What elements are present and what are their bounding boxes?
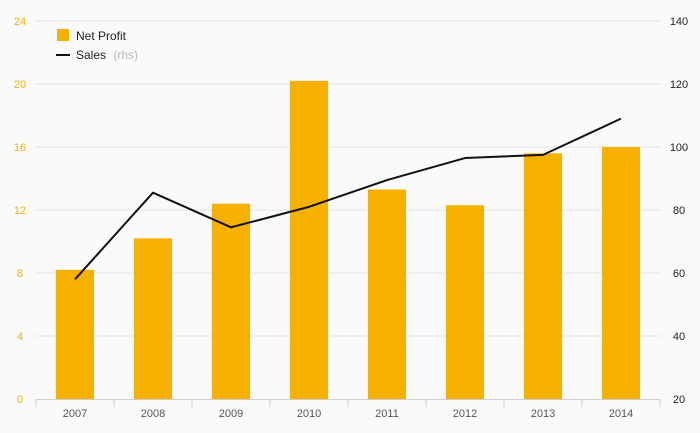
bar — [290, 80, 328, 399]
legend-label-net-profit: Net Profit — [76, 29, 127, 43]
x-tick-label: 2014 — [609, 408, 633, 420]
x-tick-label: 2008 — [141, 408, 165, 420]
y-left-tick-label: 12 — [14, 205, 26, 217]
bar — [602, 147, 640, 399]
y-right-tick-label: 20 — [673, 394, 685, 406]
y-left-tick-label: 4 — [17, 331, 23, 343]
y-left-tick-label: 20 — [14, 79, 26, 91]
axes: 0 4 8 12 16 20 24 20 40 60 80 100 120 140 2007 2008 2009… — [14, 16, 688, 420]
bar — [446, 205, 484, 399]
y-right-tick-label: 60 — [673, 268, 685, 280]
bar — [368, 189, 406, 399]
legend-swatch-net-profit — [57, 29, 69, 41]
bar — [134, 238, 172, 399]
x-tick-label: 2013 — [531, 408, 555, 420]
y-right-tick-label: 80 — [673, 205, 685, 217]
x-tick-label: 2012 — [453, 408, 477, 420]
y-left-tick-label: 16 — [14, 142, 26, 154]
y-right-tick-label: 120 — [670, 79, 688, 91]
grid-lines — [36, 20, 660, 337]
y-left-tick-label: 24 — [14, 16, 26, 28]
bar — [56, 269, 94, 399]
y-right-tick-label: 100 — [670, 142, 688, 154]
legend-label-sales-suffix: (rhs) — [113, 48, 138, 62]
y-right-tick-label: 140 — [670, 16, 688, 28]
y-left-tick-label: 8 — [17, 268, 23, 280]
sales-line — [74, 117, 622, 280]
legend: Net Profit Sales (rhs) — [56, 29, 138, 62]
legend-label-sales: Sales (rhs) — [76, 48, 138, 62]
line-series-sales — [74, 117, 622, 280]
x-tick-label: 2010 — [297, 408, 321, 420]
bar — [212, 203, 250, 399]
x-tick-label: 2007 — [63, 408, 87, 420]
legend-label-sales-name: Sales — [76, 48, 106, 62]
bar — [524, 153, 562, 399]
y-left-tick-label: 0 — [17, 394, 23, 406]
bar-series-net-profit — [56, 80, 640, 399]
x-tick-label: 2009 — [219, 408, 243, 420]
x-tick-label: 2011 — [375, 408, 399, 420]
y-right-tick-label: 40 — [673, 331, 685, 343]
